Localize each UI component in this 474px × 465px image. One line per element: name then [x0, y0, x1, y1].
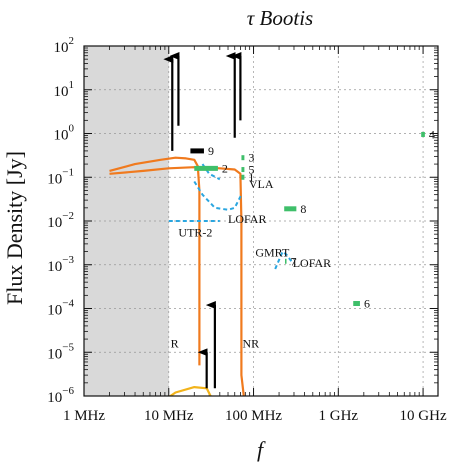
y-tick-exponent: 1	[69, 79, 75, 91]
measurement-label: 1	[248, 170, 254, 184]
y-tick-label: 100	[54, 123, 75, 144]
measurement-label: 7	[291, 254, 297, 268]
instrument-label: LOFAR	[293, 256, 331, 270]
instrument-label: UTR-2	[178, 225, 212, 239]
y-tick-base: 10	[54, 128, 69, 144]
chart-title: τ Bootis	[247, 6, 313, 30]
y-tick-base: 10	[54, 84, 69, 100]
curve-model_high_a	[109, 156, 201, 366]
measurement-label: 8	[300, 202, 306, 216]
y-tick-label: 10−6	[47, 385, 74, 406]
x-tick-label: 1 MHz	[63, 408, 105, 424]
instrument-label: NR	[242, 336, 259, 350]
y-tick-exponent: −3	[62, 254, 74, 266]
y-tick-exponent: −1	[62, 166, 74, 178]
x-tick-label: 100 MHz	[225, 408, 282, 424]
y-tick-base: 10	[54, 40, 69, 56]
y-tick-base: 10	[47, 346, 62, 362]
y-tick-label: 10−1	[47, 166, 74, 187]
y-tick-base: 10	[47, 171, 62, 187]
y-tick-label: 10−3	[47, 254, 74, 275]
curve-model_low	[168, 386, 212, 396]
shaded-region	[84, 46, 169, 396]
measurement-label: 5	[248, 163, 254, 177]
y-tick-base: 10	[47, 215, 62, 231]
y-tick-exponent: −5	[62, 341, 74, 353]
measurement-label: 9	[208, 144, 214, 158]
y-tick-label: 10−2	[47, 210, 74, 231]
y-tick-label: 10−5	[47, 341, 74, 362]
x-tick-label: 1 GHz	[319, 408, 359, 424]
y-tick-base: 10	[47, 259, 62, 275]
plot-content	[109, 52, 425, 396]
measurement-label: 4	[429, 127, 435, 141]
instrument-label: GMRT	[255, 246, 290, 260]
instrument-label: LOFAR	[228, 212, 266, 226]
y-tick-base: 10	[47, 303, 62, 319]
x-tick-label: 10 GHz	[400, 408, 447, 424]
y-tick-label: 10−4	[47, 298, 74, 319]
y-tick-base: 10	[47, 390, 62, 406]
instrument-label: R	[171, 336, 179, 350]
measurement-label: 2	[222, 161, 228, 175]
x-tick-label: 10 MHz	[144, 408, 194, 424]
y-tick-label: 101	[54, 79, 75, 100]
measurement-label: 6	[364, 297, 370, 311]
instrument-label: VLA	[249, 177, 274, 191]
y-tick-exponent: −6	[62, 385, 74, 397]
y-tick-exponent: −4	[62, 298, 74, 310]
curve-model_high_b	[109, 166, 245, 396]
y-tick-exponent: −2	[62, 210, 74, 222]
y-axis-label: Flux Density [Jy]	[2, 151, 27, 305]
y-tick-exponent: 2	[69, 35, 75, 47]
measurement-label: 3	[248, 151, 254, 165]
curve-limit_b	[193, 180, 243, 211]
y-tick-exponent: 0	[69, 123, 75, 135]
y-tick-label: 102	[54, 35, 75, 56]
x-axis-label: f	[257, 437, 266, 462]
